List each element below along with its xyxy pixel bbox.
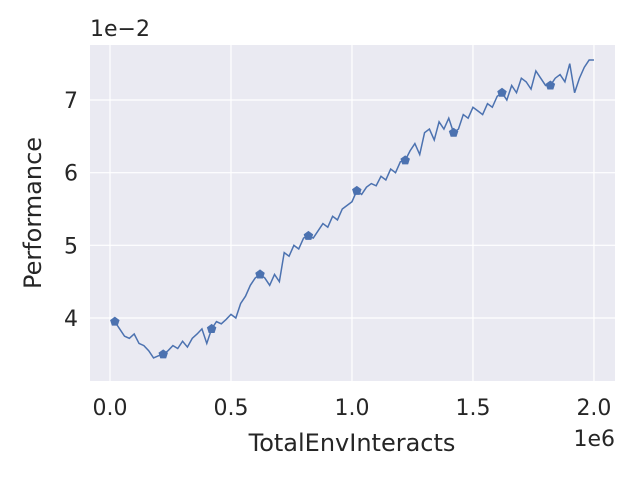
y-tick-label: 5 — [64, 234, 78, 259]
x-axis-label: TotalEnvInteracts — [248, 429, 456, 457]
y-offset-label: 1e−2 — [90, 17, 150, 42]
marker — [448, 127, 459, 137]
y-tick-label: 6 — [64, 162, 78, 187]
marker — [110, 316, 120, 326]
y-axis-label: Performance — [19, 137, 47, 289]
x-tick-label: 0.5 — [213, 396, 248, 421]
marker — [545, 80, 556, 90]
x-tick-label: 0.0 — [92, 396, 127, 421]
marker — [497, 87, 507, 97]
y-tick-label: 4 — [64, 307, 78, 332]
x-offset-label: 1e6 — [573, 427, 615, 452]
marker — [303, 230, 314, 240]
x-tick-label: 1.5 — [455, 396, 490, 421]
marker — [255, 269, 265, 279]
x-tick-label: 1.0 — [334, 396, 369, 421]
marker — [352, 185, 362, 195]
x-tick-label: 2.0 — [576, 396, 611, 421]
line — [114, 59, 594, 359]
marker — [158, 349, 168, 359]
marker — [206, 323, 217, 333]
y-tick-label: 7 — [64, 89, 78, 114]
marker — [400, 155, 410, 165]
